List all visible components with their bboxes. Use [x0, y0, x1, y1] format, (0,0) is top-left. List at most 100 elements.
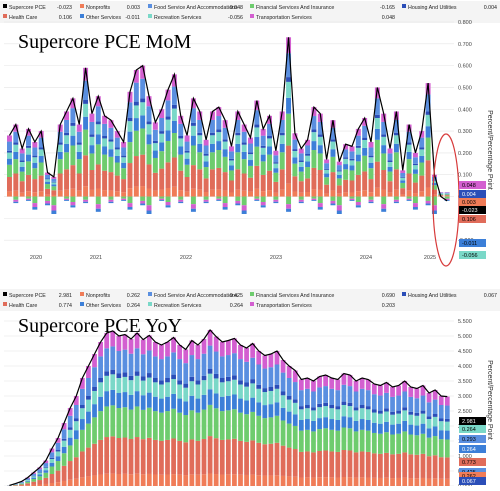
- bar-segment: [45, 204, 50, 206]
- bar-segment: [62, 447, 67, 453]
- bar-segment: [115, 156, 120, 163]
- bar-segment: [185, 151, 190, 153]
- bar-segment: [269, 367, 274, 387]
- bar-segment: [214, 352, 219, 374]
- bar-segment: [62, 453, 67, 466]
- bar-segment: [20, 167, 25, 172]
- legend-label: Food Service And Accommodations: [154, 5, 238, 11]
- bar-segment: [147, 121, 152, 124]
- bar-segment: [354, 421, 359, 432]
- bar-segment: [286, 209, 291, 212]
- bar-segment: [70, 126, 75, 136]
- bar-segment: [421, 424, 426, 434]
- bar-segment: [68, 428, 73, 430]
- bar-segment: [123, 474, 128, 486]
- bar-segment: [191, 197, 196, 205]
- bar-segment: [223, 149, 228, 157]
- bar-segment: [177, 380, 182, 384]
- bar-segment: [286, 82, 291, 98]
- bar-segment: [141, 354, 146, 376]
- bar-segment: [235, 197, 240, 201]
- bar-segment: [83, 197, 88, 200]
- bar-segment: [208, 405, 213, 436]
- legend-label: Recreation Services: [154, 303, 202, 309]
- last-value-label: -0.011: [462, 241, 477, 247]
- bar-segment: [128, 203, 133, 207]
- bar-segment: [396, 454, 401, 478]
- bar-segment: [408, 397, 413, 412]
- bar-segment: [165, 474, 170, 486]
- bar-segment: [354, 381, 359, 392]
- bar-segment: [337, 205, 342, 210]
- bar-segment: [104, 371, 109, 376]
- bar-segment: [281, 420, 286, 445]
- bar-segment: [51, 205, 56, 210]
- bar-segment: [153, 378, 158, 382]
- bar-segment: [275, 385, 280, 389]
- bar-segment: [342, 385, 347, 402]
- bar-segment: [384, 453, 389, 478]
- bar-segment: [360, 405, 365, 408]
- bar-segment: [388, 172, 393, 182]
- bar-segment: [183, 401, 188, 415]
- bar-segment: [394, 202, 399, 203]
- bar-segment: [305, 389, 310, 405]
- bar-segment: [121, 163, 126, 168]
- bar-segment: [58, 152, 63, 159]
- bar-segment: [98, 356, 103, 378]
- bar-segment: [147, 408, 152, 438]
- bar-segment: [362, 156, 367, 172]
- bar-segment: [262, 405, 267, 418]
- bar-segment: [372, 394, 377, 409]
- bar-segment: [445, 431, 450, 440]
- bar-segment: [350, 160, 355, 165]
- bar-segment: [244, 400, 249, 414]
- bar-segment: [293, 426, 298, 449]
- bar-segment: [354, 392, 359, 408]
- bar-segment: [242, 174, 247, 191]
- bar-segment: [407, 199, 412, 200]
- bar-segment: [292, 140, 297, 149]
- bar-segment: [419, 156, 424, 163]
- bar-segment: [62, 429, 67, 438]
- bar-segment: [273, 173, 278, 182]
- bar-segment: [384, 393, 389, 409]
- bar-segment: [45, 179, 50, 181]
- bar-segment: [384, 478, 389, 486]
- bar-segment: [214, 393, 219, 408]
- bar-segment: [64, 152, 69, 169]
- bar-segment: [43, 468, 48, 471]
- bar-segment: [242, 152, 247, 159]
- legend-value: 2.981: [59, 293, 72, 299]
- bar-segment: [254, 166, 259, 189]
- bar-segment: [242, 132, 247, 143]
- bar-segment: [80, 477, 85, 486]
- bar-segment: [108, 200, 113, 202]
- bar-segment: [317, 429, 322, 451]
- bar-segment: [172, 157, 177, 186]
- bar-segment: [244, 348, 249, 362]
- bar-segment: [299, 420, 304, 431]
- bar-segment: [70, 108, 75, 123]
- bar-segment: [323, 403, 328, 406]
- bar-segment: [275, 443, 280, 475]
- bar-segment: [330, 139, 335, 141]
- bar-segment: [369, 163, 374, 168]
- bar-segment: [214, 378, 219, 393]
- bar-segment: [396, 434, 401, 454]
- bar-segment: [98, 397, 103, 411]
- bar-segment: [110, 390, 115, 406]
- bar-segment: [25, 480, 30, 481]
- bar-segment: [235, 190, 240, 197]
- bar-segment: [45, 201, 50, 204]
- bar-segment: [330, 142, 335, 150]
- bar-segment: [189, 474, 194, 486]
- bar-segment: [229, 151, 234, 159]
- bar-segment: [400, 177, 405, 178]
- bar-segment: [129, 339, 134, 354]
- bar-segment: [37, 469, 42, 472]
- bar-segment: [129, 376, 134, 380]
- bar-segment: [445, 397, 450, 406]
- bar-segment: [159, 345, 164, 359]
- bar-segment: [317, 387, 322, 403]
